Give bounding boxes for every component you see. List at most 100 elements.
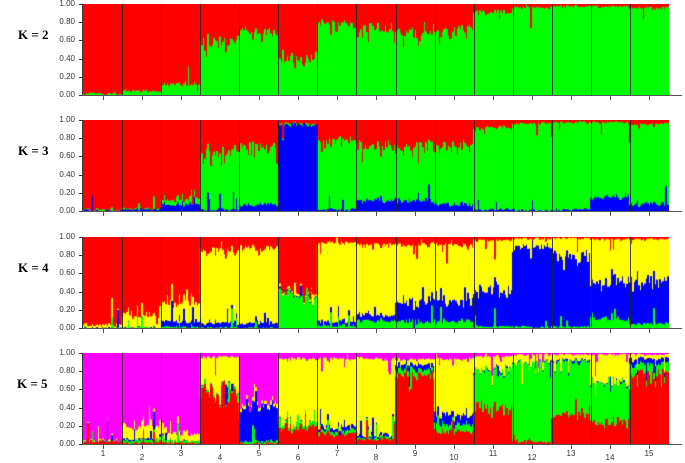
population-label: 14 — [605, 453, 615, 462]
population-separator — [435, 353, 436, 444]
x-tick — [649, 96, 650, 100]
y-tick — [79, 425, 83, 427]
population-separator — [278, 120, 279, 211]
population-separator — [278, 353, 279, 444]
k-label: K = 2 — [18, 26, 49, 42]
x-tick — [103, 445, 104, 449]
x-tick — [181, 96, 182, 100]
population-separator — [122, 120, 123, 211]
population-separator — [435, 237, 436, 328]
population-separator — [396, 4, 397, 95]
population-separator — [474, 120, 475, 211]
x-tick — [103, 96, 104, 100]
x-tick — [103, 212, 104, 216]
population-separator — [474, 353, 475, 444]
x-tick — [415, 329, 416, 333]
population-separator — [630, 353, 631, 444]
x-tick — [571, 445, 572, 449]
x-tick — [337, 329, 338, 333]
x-tick — [103, 329, 104, 333]
x-tick — [298, 96, 299, 100]
population-separator — [630, 4, 631, 95]
x-tick — [181, 329, 182, 333]
x-tick — [142, 445, 143, 449]
x-tick — [493, 329, 494, 333]
y-tick-label: 0.80 — [59, 366, 75, 376]
population-separator — [591, 120, 592, 211]
population-separator — [474, 4, 475, 95]
population-separator — [122, 4, 123, 95]
population-separator — [239, 237, 240, 328]
y-axis — [82, 120, 83, 212]
x-tick — [532, 445, 533, 449]
y-tick-label: 0.40 — [59, 169, 75, 179]
population-separator — [278, 4, 279, 95]
x-axis — [82, 95, 682, 96]
y-tick-label: 0.40 — [59, 286, 75, 296]
population-separator — [317, 237, 318, 328]
y-tick — [79, 328, 83, 329]
population-separator — [630, 120, 631, 211]
x-tick — [610, 96, 611, 100]
population-separator — [356, 4, 357, 95]
x-tick — [142, 329, 143, 333]
y-tick-label: 0.20 — [59, 304, 75, 314]
x-tick — [493, 445, 494, 449]
y-tick-label: 0.60 — [59, 268, 75, 278]
population-separator — [200, 120, 201, 211]
y-tick-label: 1.00 — [59, 232, 75, 241]
admixture-bars — [83, 120, 669, 211]
population-separator — [239, 4, 240, 95]
x-tick — [337, 212, 338, 216]
population-separator — [356, 237, 357, 328]
x-tick — [610, 212, 611, 216]
x-tick — [220, 96, 221, 100]
population-separator — [552, 4, 553, 95]
population-separator — [278, 237, 279, 328]
y-tick-label: 0.00 — [59, 323, 75, 332]
x-tick — [532, 96, 533, 100]
population-separator — [200, 237, 201, 328]
x-tick — [337, 445, 338, 449]
y-tick-label: 1.00 — [59, 0, 75, 8]
population-separator — [396, 237, 397, 328]
population-separator — [161, 237, 162, 328]
y-tick — [79, 309, 83, 311]
x-tick — [142, 96, 143, 100]
population-separator — [552, 353, 553, 444]
x-tick — [649, 212, 650, 216]
population-separator — [552, 120, 553, 211]
x-tick — [220, 445, 221, 449]
x-tick — [181, 445, 182, 449]
population-separator — [435, 120, 436, 211]
x-tick — [649, 329, 650, 333]
y-tick-label: 0.60 — [59, 384, 75, 394]
y-tick — [79, 40, 83, 42]
y-tick — [79, 22, 83, 24]
y-tick — [79, 156, 83, 158]
population-separator — [317, 120, 318, 211]
population-separator — [396, 353, 397, 444]
population-label: 11 — [488, 449, 498, 458]
x-tick — [142, 212, 143, 216]
x-tick — [298, 329, 299, 333]
population-label: 4 — [217, 453, 223, 462]
y-tick — [79, 237, 83, 238]
y-tick — [79, 291, 83, 293]
population-separator — [591, 353, 592, 444]
population-separator — [591, 237, 592, 328]
population-separator — [630, 237, 631, 328]
population-label: 13 — [566, 449, 576, 458]
population-separator — [200, 4, 201, 95]
y-tick-label: 0.20 — [59, 71, 75, 81]
y-tick-label: 0.20 — [59, 420, 75, 430]
y-tick — [79, 371, 83, 373]
x-tick — [532, 212, 533, 216]
x-tick — [454, 212, 455, 216]
y-tick — [79, 76, 83, 78]
population-separator — [513, 120, 514, 211]
y-axis — [82, 353, 83, 445]
population-separator — [356, 353, 357, 444]
x-tick — [259, 445, 260, 449]
population-separator — [122, 353, 123, 444]
